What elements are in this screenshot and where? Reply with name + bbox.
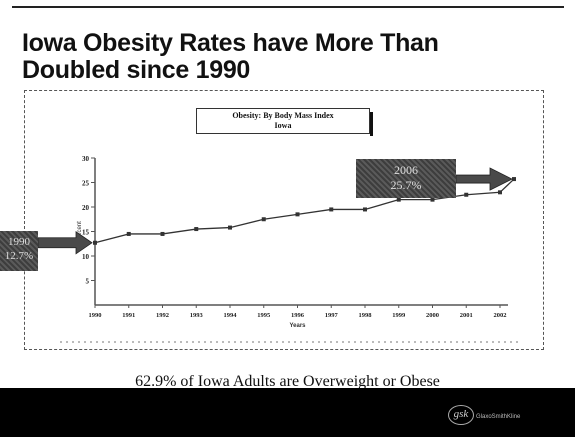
data-point — [261, 217, 266, 222]
x-tick-label: 1998 — [359, 312, 373, 319]
x-tick-label: 1994 — [224, 312, 238, 319]
x-tick-label: 2000 — [426, 312, 439, 319]
callout-2006-year: 2006 — [394, 163, 418, 177]
series-line — [94, 178, 515, 244]
data-point — [228, 225, 232, 230]
data-point — [295, 212, 300, 217]
data-point — [126, 231, 131, 236]
title-line-1: Iowa Obesity Rates have More Than — [22, 29, 439, 57]
chart-title-box: Obesity: By Body Mass Index Iowa — [196, 108, 373, 136]
data-point — [329, 207, 334, 212]
top-rule — [12, 6, 564, 8]
x-axis-label: Years — [289, 323, 306, 329]
x-tick-label: 1993 — [190, 312, 204, 319]
caption: 62.9% of Iowa Adults are Overweight or O… — [135, 373, 440, 390]
y-tick-label: 15 — [82, 229, 90, 237]
y-tick-label: 25 — [82, 180, 90, 188]
chart-frame — [24, 90, 544, 350]
x-tick-label: 1990 — [89, 312, 102, 319]
callout-1990-value: 12.7% — [4, 250, 34, 262]
x-tick-label: 2002 — [494, 312, 507, 319]
title-line-2: Doubled since 1990 — [22, 56, 251, 84]
y-tick-label: 30 — [82, 155, 90, 163]
callout-1990-arrow — [37, 231, 93, 255]
data-point — [93, 240, 97, 245]
y-tick-label: 20 — [82, 204, 90, 212]
chart-subtitle: Iowa — [274, 121, 292, 130]
callout-2006-arrow — [455, 167, 513, 191]
y-tick-label: 10 — [82, 253, 90, 261]
data-point — [498, 190, 502, 195]
slide-title: Iowa Obesity Rates have More Than Double… — [22, 30, 542, 84]
callout-2006-value: 25.7% — [390, 178, 422, 192]
y-tick-label: 5 — [86, 278, 90, 286]
data-point — [396, 197, 401, 202]
callout-2006: 2006 25.7% — [356, 159, 456, 198]
data-point — [363, 207, 367, 212]
x-tick-label: 1992 — [156, 312, 169, 319]
data-point-extension — [512, 177, 516, 182]
footer-bar — [0, 388, 575, 437]
data-point — [194, 227, 199, 232]
x-tick-label: 2001 — [460, 312, 473, 319]
x-tick-label: 1997 — [325, 312, 339, 319]
data-point — [160, 231, 165, 236]
x-tick-label: 1996 — [291, 312, 305, 319]
data-point — [464, 192, 469, 197]
y-axis-label: Percent — [77, 221, 83, 242]
callout-1990: 1990 12.7% — [0, 231, 38, 271]
x-tick-label: 1999 — [392, 312, 406, 319]
x-tick-label: 1995 — [257, 312, 271, 319]
x-tick-label: 1991 — [122, 312, 135, 319]
logo-text: GlaxoSmithKline — [476, 414, 521, 420]
data-point — [430, 197, 435, 202]
callout-1990-year: 1990 — [8, 236, 30, 248]
chart-title: Obesity: By Body Mass Index — [232, 111, 334, 120]
gsk-logo-icon: gsk — [448, 405, 474, 425]
